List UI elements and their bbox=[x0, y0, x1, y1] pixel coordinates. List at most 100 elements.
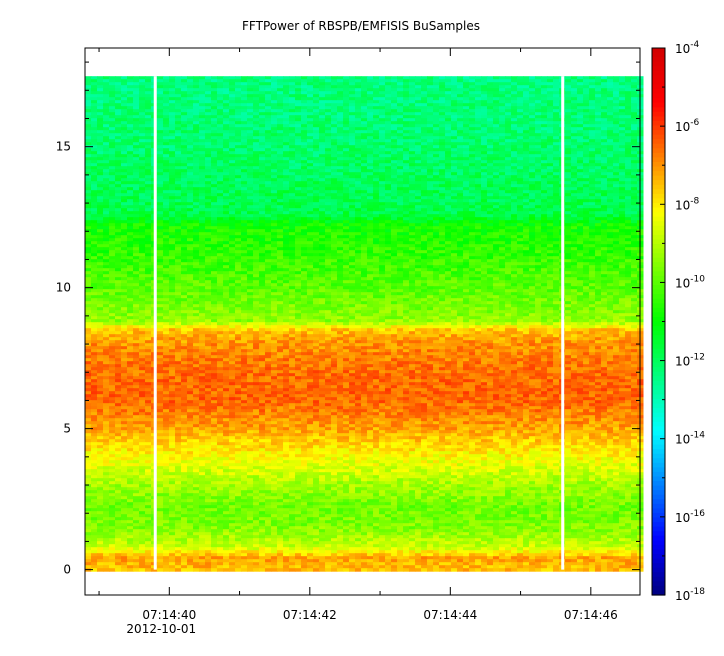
spectrogram-cell bbox=[325, 175, 332, 179]
spectrogram-cell bbox=[511, 79, 518, 83]
spectrogram-cell bbox=[427, 106, 434, 110]
spectrogram-cell bbox=[403, 94, 410, 98]
spectrogram-cell bbox=[193, 229, 200, 233]
spectrogram-cell bbox=[385, 178, 392, 182]
spectrogram-cell bbox=[229, 178, 236, 182]
spectrogram-cell bbox=[319, 106, 326, 110]
spectrogram-cell bbox=[193, 235, 200, 239]
spectrogram-cell bbox=[169, 184, 176, 188]
spectrogram-cell bbox=[445, 136, 452, 140]
spectrogram-cell bbox=[457, 124, 464, 128]
spectrogram-cell bbox=[325, 121, 332, 125]
spectrogram-cell bbox=[433, 79, 440, 83]
spectrogram-cell bbox=[307, 139, 314, 143]
spectrogram-cell bbox=[157, 100, 164, 104]
spectrogram-cell bbox=[631, 157, 638, 161]
spectrogram-cell bbox=[331, 190, 338, 194]
spectrogram-cell bbox=[325, 133, 332, 137]
spectrogram-cell bbox=[523, 226, 530, 230]
spectrogram-cell bbox=[337, 136, 344, 140]
spectrogram-cell bbox=[103, 220, 110, 224]
spectrogram-cell bbox=[379, 103, 386, 107]
spectrogram-cell bbox=[439, 211, 446, 215]
spectrogram-cell bbox=[631, 160, 638, 164]
spectrogram-cell bbox=[361, 220, 368, 224]
spectrogram-cell bbox=[427, 193, 434, 197]
spectrogram-cell bbox=[343, 226, 350, 230]
spectrogram-cell bbox=[295, 205, 302, 209]
spectrogram-cell bbox=[541, 199, 548, 203]
spectrogram-cell bbox=[229, 190, 236, 194]
spectrogram-cell bbox=[133, 229, 140, 233]
spectrogram-cell bbox=[391, 232, 398, 236]
spectrogram-cell bbox=[241, 76, 248, 80]
spectrogram-cell bbox=[517, 160, 524, 164]
spectrogram-cell bbox=[355, 85, 362, 89]
spectrogram-cell bbox=[385, 106, 392, 110]
spectrogram-cell bbox=[187, 157, 194, 161]
spectrogram-cell bbox=[259, 199, 266, 203]
spectrogram-cell bbox=[565, 127, 572, 131]
spectrogram-cell bbox=[235, 145, 242, 149]
spectrogram-cell bbox=[139, 88, 146, 92]
spectrogram-cell bbox=[367, 199, 374, 203]
spectrogram-cell bbox=[631, 148, 638, 152]
spectrogram-cell bbox=[613, 103, 620, 107]
spectrogram-cell bbox=[451, 160, 458, 164]
spectrogram-cell bbox=[415, 187, 422, 191]
spectrogram-cell bbox=[607, 82, 614, 86]
spectrogram-cell bbox=[475, 163, 482, 167]
spectrogram-cell bbox=[343, 88, 350, 92]
spectrogram-cell bbox=[271, 127, 278, 131]
spectrogram-cell bbox=[109, 151, 116, 155]
spectrogram-cell bbox=[445, 211, 452, 215]
spectrogram-cell bbox=[433, 208, 440, 212]
spectrogram-cell bbox=[91, 175, 98, 179]
spectrogram-cell bbox=[391, 181, 398, 185]
spectrogram-cell bbox=[307, 196, 314, 200]
spectrogram-cell bbox=[127, 217, 134, 221]
spectrogram-cell bbox=[595, 187, 602, 191]
spectrogram-cell bbox=[223, 154, 230, 158]
spectrogram-cell bbox=[379, 199, 386, 203]
spectrogram-cell bbox=[241, 109, 248, 113]
spectrogram-cell bbox=[601, 184, 608, 188]
spectrogram-cell bbox=[169, 154, 176, 158]
spectrogram-cell bbox=[289, 112, 296, 116]
spectrogram-cell bbox=[535, 214, 542, 218]
spectrogram-cell bbox=[103, 79, 110, 83]
spectrogram-cell bbox=[217, 208, 224, 212]
spectrogram-cell bbox=[601, 187, 608, 191]
spectrogram-cell bbox=[565, 175, 572, 179]
spectrogram-cell bbox=[367, 220, 374, 224]
spectrogram-cell bbox=[511, 121, 518, 125]
spectrogram-cell bbox=[511, 112, 518, 116]
spectrogram-cell bbox=[613, 175, 620, 179]
spectrogram-cell bbox=[193, 100, 200, 104]
spectrogram-cell bbox=[343, 145, 350, 149]
spectrogram-cell bbox=[487, 82, 494, 86]
spectrogram-cell bbox=[283, 217, 290, 221]
spectrogram-cell bbox=[517, 184, 524, 188]
spectrogram-cell bbox=[601, 220, 608, 224]
spectrogram-cell bbox=[181, 103, 188, 107]
spectrogram-cell bbox=[493, 202, 500, 206]
spectrogram-cell bbox=[361, 79, 368, 83]
spectrogram-cell bbox=[403, 130, 410, 134]
spectrogram-cell bbox=[217, 202, 224, 206]
spectrogram-cell bbox=[109, 97, 116, 101]
spectrogram-cell bbox=[391, 202, 398, 206]
spectrogram-cell bbox=[199, 112, 206, 116]
spectrogram-cell bbox=[583, 133, 590, 137]
spectrogram-cell bbox=[463, 136, 470, 140]
spectrogram-cell bbox=[469, 112, 476, 116]
spectrogram-cell bbox=[205, 154, 212, 158]
spectrogram-cell bbox=[463, 214, 470, 218]
spectrogram-cell bbox=[529, 157, 536, 161]
spectrogram-cell bbox=[133, 226, 140, 230]
spectrogram-cell bbox=[205, 175, 212, 179]
spectrogram-cell bbox=[577, 196, 584, 200]
spectrogram-cell bbox=[265, 100, 272, 104]
spectrogram-cell bbox=[475, 97, 482, 101]
spectrogram-cell bbox=[451, 100, 458, 104]
